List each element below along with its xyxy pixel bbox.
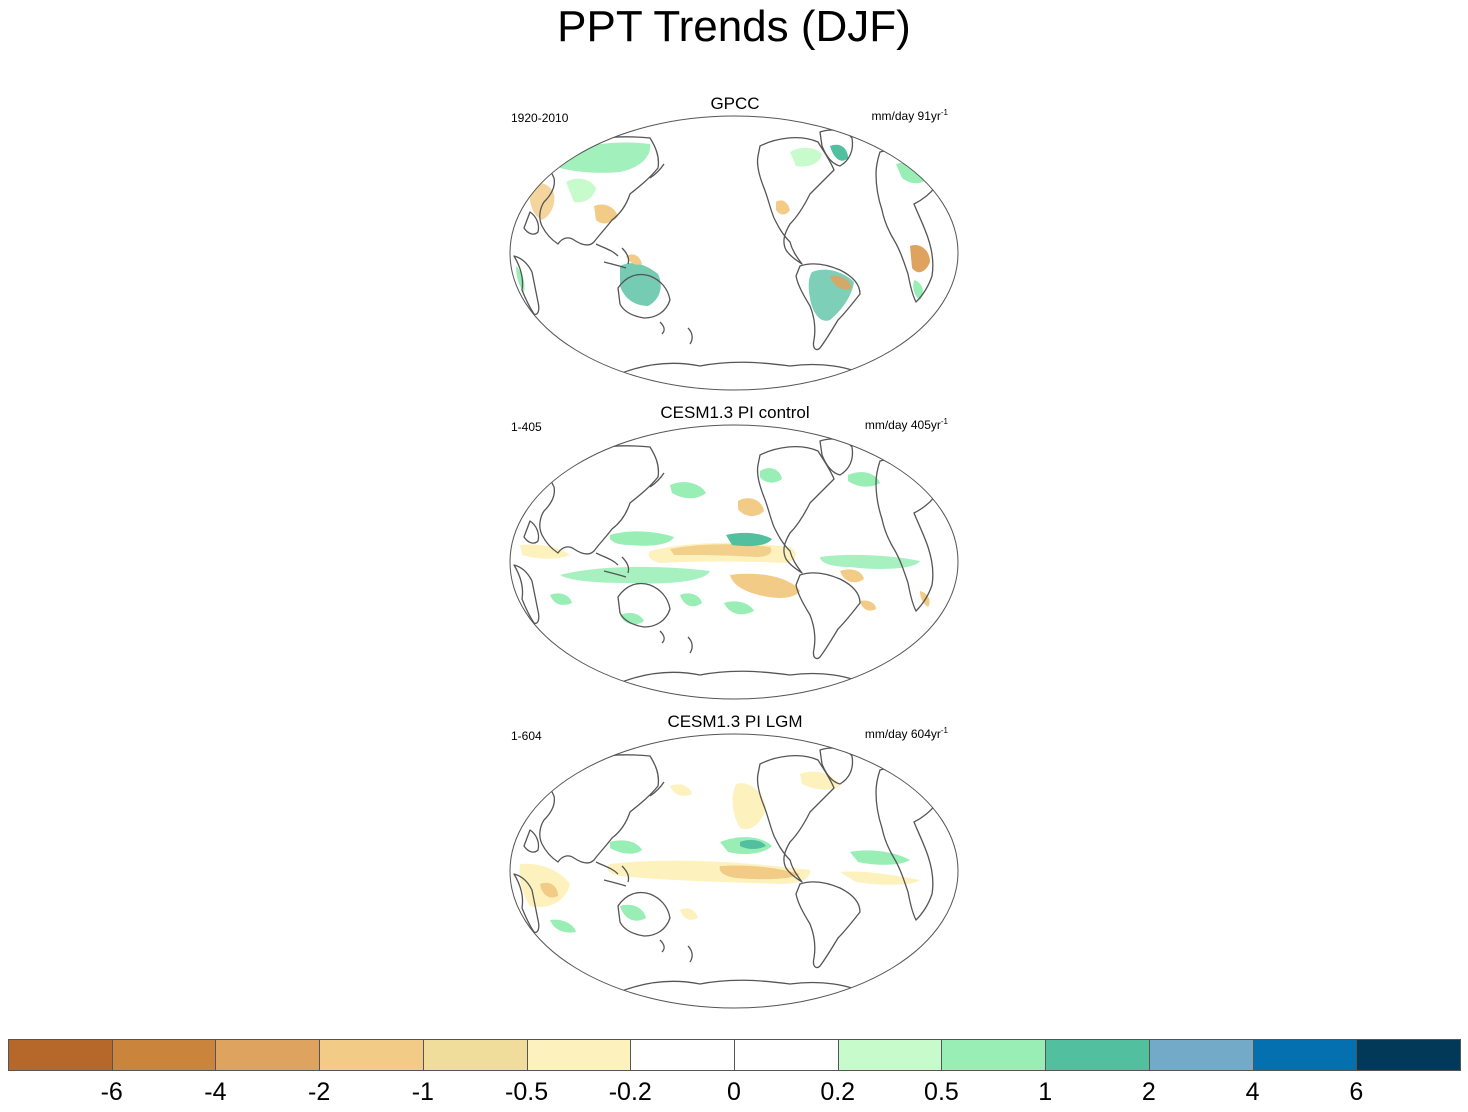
colorbar-tick-label: -2 <box>308 1078 331 1106</box>
panel-period: 1920-2010 <box>511 111 569 125</box>
colorbar-tick-label: 0.5 <box>924 1078 959 1106</box>
panel-title: CESM1.3 PI control <box>660 403 810 422</box>
colorbar-tick-label: 4 <box>1245 1078 1260 1106</box>
colorbar-tick-label: -6 <box>100 1078 123 1106</box>
trend-fill-layer <box>519 771 920 933</box>
panel-title: GPCC <box>710 94 760 113</box>
panel-period: 1-405 <box>511 420 542 434</box>
panel-units: mm/day 405yr-1 <box>864 417 948 432</box>
colorbar-tick-label: -4 <box>204 1078 227 1106</box>
colorbar-tick-label: 0 <box>727 1078 741 1106</box>
colorbar-tick-label: 1 <box>1038 1078 1053 1106</box>
colorbar-cell <box>215 1039 321 1071</box>
panel-title: CESM1.3 PI LGM <box>667 712 803 731</box>
colorbar-cell <box>1252 1039 1358 1071</box>
colorbar-cell <box>319 1039 424 1071</box>
colorbar-cell <box>630 1039 735 1071</box>
colorbar-cell <box>422 1039 528 1071</box>
colorbar-cell <box>8 1039 113 1071</box>
colorbar-cell <box>1045 1039 1150 1071</box>
main-title: PPT Trends (DJF) <box>557 2 911 51</box>
colorbar-cell <box>837 1039 943 1071</box>
colorbar <box>8 1039 1461 1073</box>
colorbar-cell <box>526 1039 632 1071</box>
panel-units: mm/day 91yr-1 <box>871 108 948 123</box>
panel-period: 1-604 <box>511 729 542 743</box>
colorbar-tick-label: -1 <box>411 1078 434 1106</box>
colorbar-tick-label: -0.2 <box>608 1078 652 1106</box>
colorbar-tick-label: 6 <box>1349 1078 1364 1106</box>
trend-fill-layer <box>520 468 930 625</box>
colorbar-cell <box>941 1039 1047 1071</box>
map-panel-pi-control: CESM1.3 PI control 1-405 mm/day 405yr-1 <box>500 403 970 703</box>
colorbar-cell <box>1356 1039 1461 1071</box>
colorbar-cell <box>734 1039 839 1071</box>
colorbar-cell <box>111 1039 217 1071</box>
panel-units: mm/day 604yr-1 <box>864 726 948 741</box>
trend-fill-layer <box>516 142 930 321</box>
map-panel-pi-lgm: CESM1.3 PI LGM 1-604 mm/day 604yr-1 <box>500 712 970 1012</box>
colorbar-tick-label: 0.2 <box>820 1078 856 1106</box>
map-panel-gpcc: GPCC 1920-2010 mm/day 91yr-1 <box>500 94 970 394</box>
colorbar-tick-label: -0.5 <box>505 1078 549 1106</box>
colorbar-tick-label: 2 <box>1141 1078 1156 1106</box>
colorbar-cell <box>1148 1039 1254 1071</box>
